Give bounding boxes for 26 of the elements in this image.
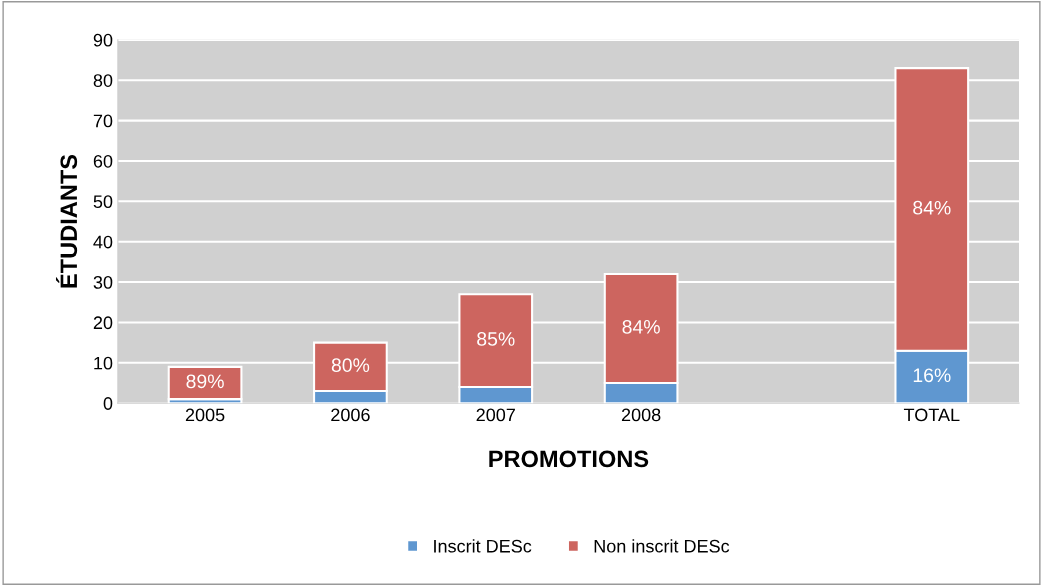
bar — [167, 365, 243, 401]
y-tick-label: 40 — [93, 235, 113, 249]
x-axis-title: PROMOTIONS — [489, 450, 649, 468]
x-tick-label: TOTAL — [903, 408, 960, 422]
legend-label: Inscrit DESc — [434, 539, 532, 553]
annotation: 84% — [622, 319, 660, 334]
y-axis-title: ÉTUDIANTS — [55, 154, 78, 288]
annotation: 16% — [913, 368, 951, 383]
x-tick-label: 2006 — [331, 408, 370, 422]
annotation: 84% — [913, 200, 951, 215]
y-tick-label: 80 — [93, 74, 113, 87]
y-tick-label: 0 — [103, 397, 113, 410]
y-tick-label: 50 — [93, 195, 113, 209]
annotation: 85% — [477, 332, 515, 346]
x-tick-label: 2008 — [621, 408, 661, 422]
annotation: 80% — [331, 358, 370, 373]
y-tick-label: 30 — [93, 276, 113, 289]
annotation: 89% — [186, 374, 224, 389]
y-tick-label: 60 — [93, 154, 113, 168]
x-tick-label: 2007 — [476, 408, 515, 422]
x-tick-label: 2005 — [185, 408, 225, 422]
y-tick-label: 20 — [93, 316, 113, 330]
y-tick-label: 70 — [93, 114, 113, 128]
y-tick-label: 90 — [93, 33, 113, 47]
y-tick-label: 10 — [94, 356, 113, 370]
legend-label: Non inscrit DESc — [594, 539, 730, 553]
